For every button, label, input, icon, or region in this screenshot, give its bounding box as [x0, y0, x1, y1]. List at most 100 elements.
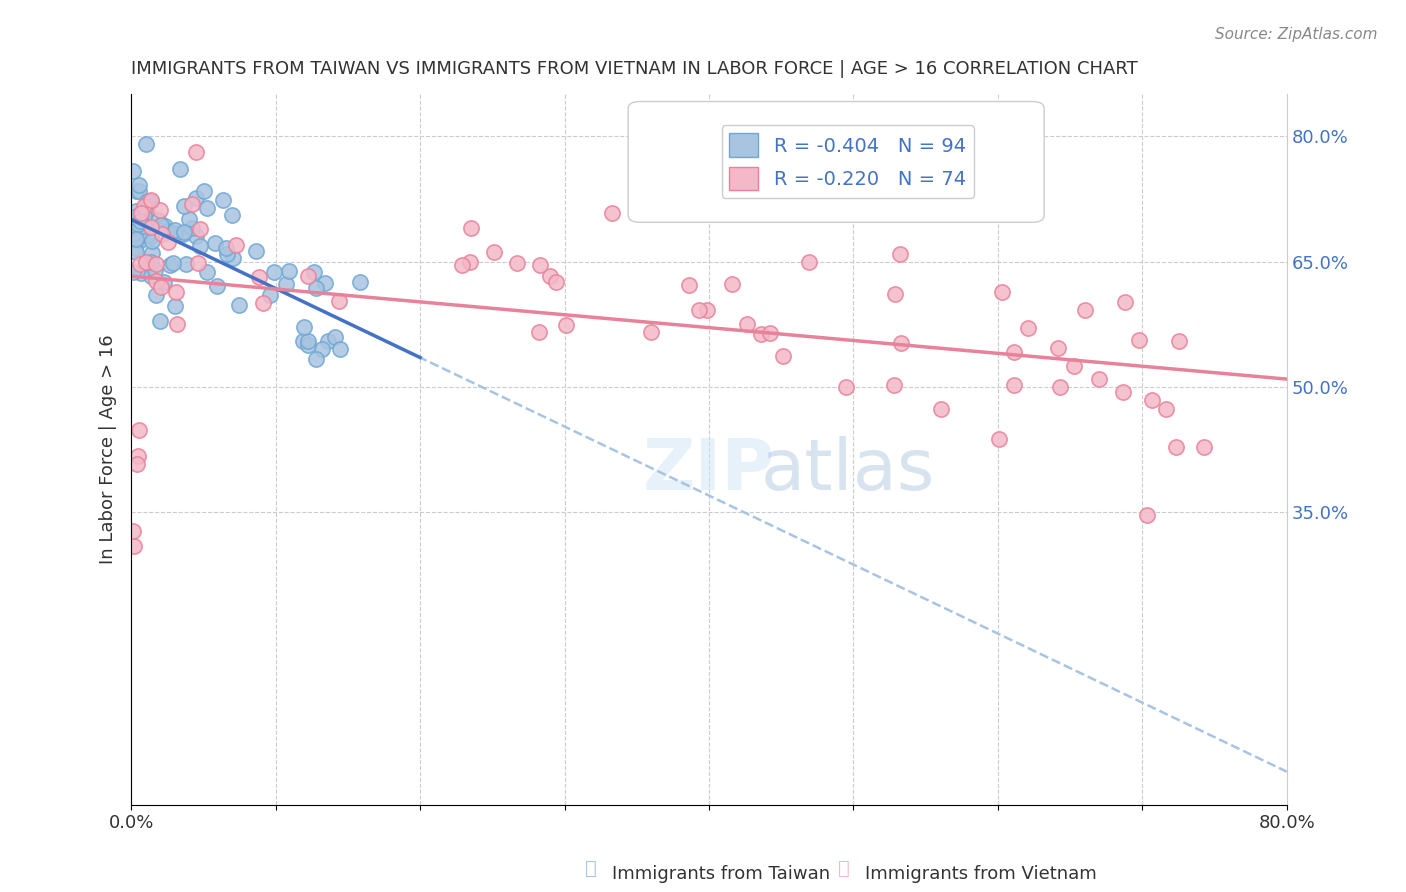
Point — [150, 218, 173, 232]
Point — [205, 278, 228, 293]
Point — [311, 343, 333, 357]
Point — [1017, 321, 1039, 335]
Point — [314, 277, 336, 291]
Point — [349, 275, 371, 289]
Point — [772, 349, 794, 363]
Point — [212, 193, 235, 207]
Point — [145, 288, 167, 302]
Point — [129, 205, 152, 219]
Point — [988, 433, 1011, 447]
Point — [149, 313, 172, 327]
Point — [173, 199, 195, 213]
Point — [124, 224, 146, 238]
Point — [139, 255, 162, 269]
Point — [529, 258, 551, 272]
Point — [162, 256, 184, 270]
Point — [721, 277, 744, 291]
Point — [169, 162, 191, 177]
Point — [136, 203, 159, 218]
Point — [1136, 508, 1159, 522]
Point — [529, 326, 551, 340]
Point — [121, 219, 143, 233]
Point — [797, 255, 820, 269]
Point — [128, 178, 150, 193]
Point — [150, 227, 173, 241]
Point — [221, 252, 243, 266]
Point — [302, 265, 325, 279]
Point — [145, 256, 167, 270]
FancyBboxPatch shape — [628, 102, 1045, 222]
Point — [166, 317, 188, 331]
Point — [263, 265, 285, 279]
Point — [153, 219, 176, 234]
Point — [136, 194, 159, 209]
Point — [124, 211, 146, 226]
Point — [172, 227, 194, 241]
Point — [121, 164, 143, 178]
Point — [195, 265, 218, 279]
Point — [156, 223, 179, 237]
Point — [135, 254, 157, 268]
Point — [228, 298, 250, 312]
Point — [329, 342, 352, 356]
Point — [1114, 295, 1136, 310]
Point — [600, 206, 623, 220]
Point — [735, 317, 758, 331]
Point — [292, 320, 315, 334]
Point — [1074, 303, 1097, 318]
Point — [122, 211, 145, 225]
Point — [141, 245, 163, 260]
Text: atlas: atlas — [761, 436, 935, 506]
Point — [555, 318, 578, 332]
Point — [292, 334, 315, 348]
Point — [460, 221, 482, 235]
Point — [484, 245, 506, 260]
Point — [688, 302, 710, 317]
Point — [132, 215, 155, 229]
Text: Immigrants from Vietnam: Immigrants from Vietnam — [865, 865, 1097, 883]
Point — [759, 326, 782, 341]
Point — [139, 193, 162, 207]
Point — [297, 334, 319, 349]
Point — [163, 299, 186, 313]
Point — [128, 208, 150, 222]
Point — [139, 269, 162, 284]
Point — [297, 338, 319, 352]
Point — [225, 238, 247, 252]
Point — [1087, 371, 1109, 385]
Point — [278, 264, 301, 278]
Point — [204, 235, 226, 250]
Point — [128, 423, 150, 437]
Point — [150, 280, 173, 294]
Point — [884, 287, 907, 301]
Point — [1046, 341, 1069, 355]
Point — [546, 275, 568, 289]
Point — [124, 184, 146, 198]
Point — [1168, 334, 1191, 348]
Point — [124, 203, 146, 218]
Point — [929, 402, 952, 417]
Point — [889, 247, 911, 261]
Point — [128, 234, 150, 248]
Point — [184, 229, 207, 244]
Point — [276, 277, 298, 291]
Point — [127, 449, 149, 463]
Point — [124, 242, 146, 256]
Point — [128, 184, 150, 198]
Point — [176, 257, 198, 271]
Point — [1192, 440, 1215, 454]
Point — [121, 219, 143, 234]
Point — [1049, 380, 1071, 394]
Point — [328, 294, 350, 309]
Point — [195, 201, 218, 215]
Point — [125, 232, 148, 246]
Point — [177, 212, 200, 227]
Point — [124, 225, 146, 239]
Point — [141, 234, 163, 248]
Point — [128, 214, 150, 228]
Point — [141, 229, 163, 244]
Point — [139, 194, 162, 209]
Point — [138, 194, 160, 209]
Point — [121, 227, 143, 242]
Point — [305, 281, 328, 295]
